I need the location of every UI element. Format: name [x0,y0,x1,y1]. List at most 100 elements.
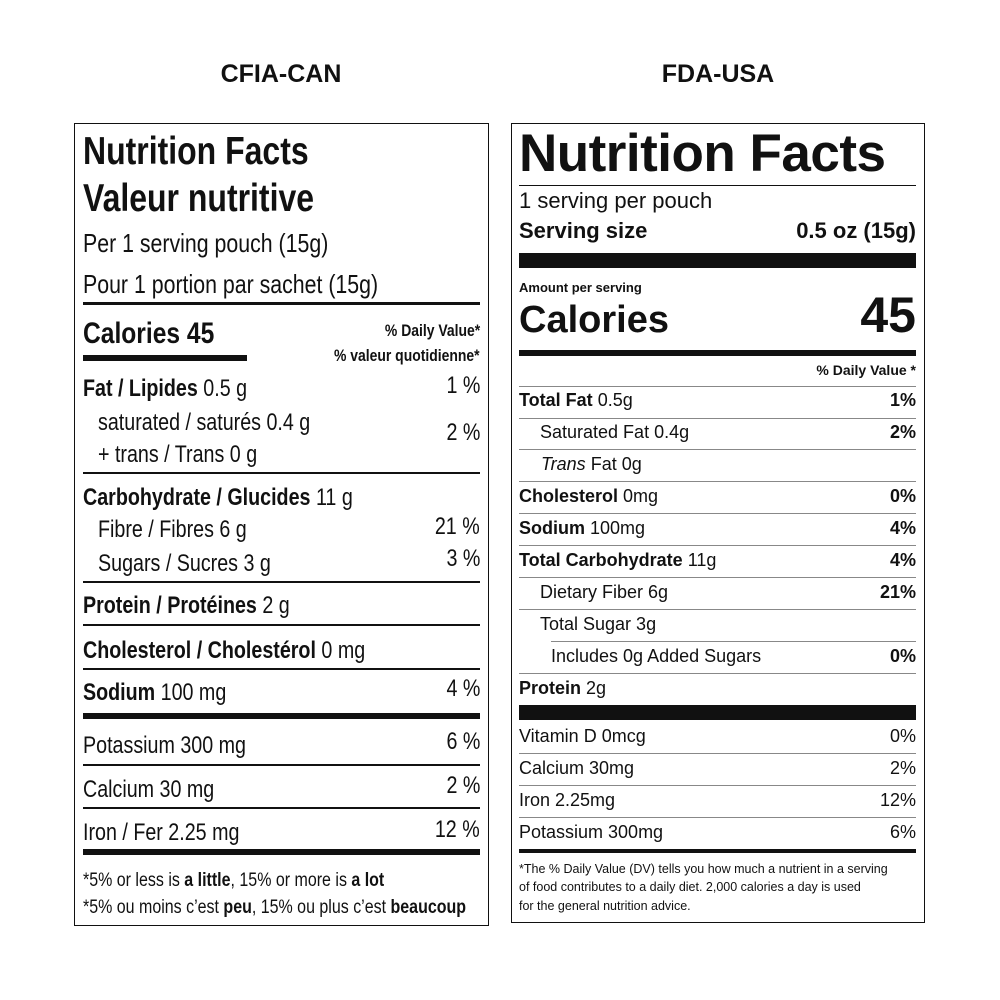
thick-divider [519,849,916,853]
usa-dv: 0% [889,726,916,746]
usa-dv: 4% [889,550,916,570]
nutrient-value: 11g [687,550,717,570]
nutrient-value: 0mg [623,486,659,506]
can-potassium-dv: 6 % [446,728,480,755]
can-footnote-fr: *5% ou moins c’est peu, 15% ou plus c’es… [83,896,467,918]
usa-dv-header: % Daily Value * [816,362,916,378]
can-saturated-row: saturated / saturés 0.4 g [98,409,311,436]
can-saturated-dv: 2 % [446,419,480,446]
can-fibre-row: Fibre / Fibres 6 g [98,516,247,543]
footnote-text: *5% ou moins c’est [83,896,224,918]
can-serving-fr: Pour 1 portion par sachet (15g) [83,269,379,299]
divider [519,817,916,818]
footnote-bold: a little [184,869,231,891]
usa-row-vitamin-d: Vitamin D 0mcg [519,726,646,746]
nutrient-value: 100mg [590,518,646,538]
usa-row-cholesterol: Cholesterol 0mg [519,487,658,505]
usa-row-calcium: Calcium 30mg [519,758,635,778]
divider [83,624,480,626]
nutrient-label: Sodium [83,679,156,706]
nutrient-value: 100 mg [160,679,227,706]
can-iron-dv: 12 % [435,816,480,843]
thick-bar [519,253,916,268]
can-trans-row: + trans / Trans 0 g [98,441,258,468]
footnote-text: , 15% ou plus c’est [251,896,391,918]
cfia-nutrition-label [74,123,489,926]
usa-row-trans-fat: Trans Fat 0g [541,455,642,473]
can-iron-row: Iron / Fer 2.25 mg [83,819,240,846]
divider [551,641,916,642]
usa-dv: 2% [889,758,916,778]
usa-calories-value: 45 [860,287,916,343]
divider [83,668,480,670]
can-potassium-row: Potassium 300 mg [83,732,246,759]
divider [519,609,916,610]
footnote-bold: a lot [351,869,385,891]
nutrient-value: 2g [586,678,607,698]
can-protein-row: Protein / Protéines 2 g [83,594,290,618]
can-calories: Calories 45 [83,317,215,350]
can-fat-row: Fat / Lipides 0.5 g [83,377,247,401]
usa-footnote-line: *The % Daily Value (DV) tells you how mu… [519,862,888,876]
nutrient-value: 0.5g [597,390,633,410]
usa-amount-per-serving: Amount per serving [519,280,642,295]
usa-row-total-fat: Total Fat 0.5g [519,391,633,409]
calories-bar [83,355,247,361]
footnote-bold: beaucoup [390,896,467,918]
fda-nutrition-label [511,123,925,923]
nutrient-label: Cholesterol [519,486,619,506]
divider [519,513,916,514]
can-serving-en: Per 1 serving pouch (15g) [83,228,329,258]
divider [519,418,916,419]
usa-row-saturated-fat: Saturated Fat 0.4g [540,422,690,442]
divider [83,807,480,809]
usa-dv: 21% [879,582,916,602]
thick-divider [83,849,480,855]
usa-dv: 2% [889,422,916,442]
can-title-en: Nutrition Facts [83,130,309,173]
usa-serving-size-value: 0.5 oz (15g) [796,218,916,243]
nutrient-value: 2 g [262,592,290,619]
footnote-text: *5% or less is [83,869,185,891]
nutrient-label: Fat / Lipides [83,375,198,402]
divider [519,785,916,786]
footnote-bold: peu [223,896,252,918]
nutrient-label: Fat 0g [590,454,642,474]
footnote-text: , 15% or more is [230,869,352,891]
nutrient-label: Protein / Protéines [83,592,257,619]
divider [519,185,916,186]
usa-title: Nutrition Facts [519,124,886,183]
nutrient-label: Total Fat [519,390,593,410]
can-sugars-row: Sugars / Sucres 3 g [98,550,271,577]
usa-dv: 0% [889,646,916,666]
can-fibre-dv: 21 % [435,513,480,540]
can-dv-en: % Daily Value* [384,321,480,340]
can-sugars-dv: 3 % [446,545,480,572]
can-dv-fr: % valeur quotidienne* [334,346,480,365]
usa-dv: 1% [889,390,916,410]
usa-dv: 6% [889,822,916,842]
can-footnote-en: *5% or less is a little, 15% or more is … [83,869,385,891]
divider [83,581,480,583]
can-cholesterol-row: Cholesterol / Cholestérol 0 mg [83,639,365,663]
usa-servings: 1 serving per pouch [519,188,713,213]
usa-calories-label: Calories [519,299,669,341]
divider [83,302,480,305]
nutrient-value: 0.5 g [203,375,248,402]
usa-row-total-sugar: Total Sugar 3g [540,614,657,634]
can-calcium-dv: 2 % [446,772,480,799]
usa-dv: 0% [889,486,916,506]
divider [83,764,480,766]
divider [519,753,916,754]
usa-row-dietary-fiber: Dietary Fiber 6g [540,582,669,602]
usa-row-iron: Iron 2.25mg [519,790,616,810]
divider [519,386,916,387]
nutrient-label: Total Carbohydrate [519,550,683,570]
nutrient-label: Cholesterol / Cholestérol [83,637,316,664]
cfia-can-heading: CFIA-CAN [220,60,342,88]
can-title-fr: Valeur nutritive [83,177,315,220]
usa-footnote-line: for the general nutrition advice. [519,899,691,913]
nutrient-label: Sodium [519,518,585,538]
usa-row-total-carbohydrate: Total Carbohydrate 11g [519,551,716,569]
usa-row-sodium: Sodium 100mg [519,519,645,537]
